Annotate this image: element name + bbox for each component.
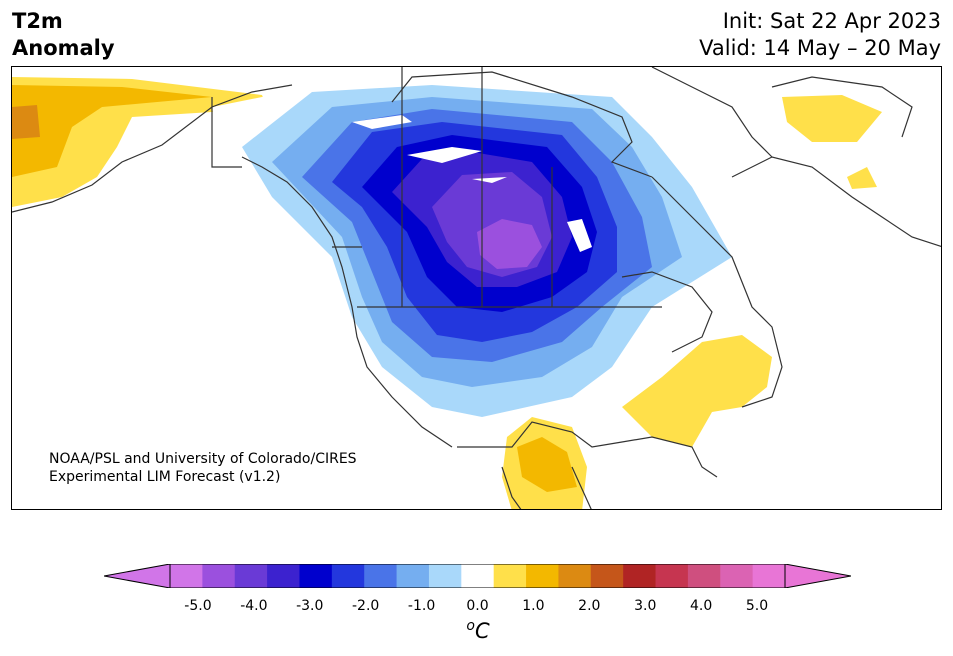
colorbar-tick-label: 4.0 <box>689 598 713 614</box>
colorbar-segment <box>461 564 495 588</box>
lake <box>472 177 507 183</box>
coastlines <box>12 67 941 509</box>
colorbar-segment <box>558 564 592 588</box>
colorbar-segment <box>364 564 398 588</box>
colorbar-segment <box>752 564 786 588</box>
colorbar <box>104 564 851 588</box>
credit: NOAA/PSL and University of Colorado/CIRE… <box>49 450 357 486</box>
cold-anomaly-core <box>477 219 542 269</box>
colorbar-tick-label: 3.0 <box>634 598 657 614</box>
colorbar-segment <box>493 564 527 588</box>
colorbar-segment <box>299 564 333 588</box>
colorbar-over-arrow <box>784 564 851 588</box>
credit-line1: NOAA/PSL and University of Colorado/CIRE… <box>49 451 357 467</box>
map-title: T2m Anomaly <box>12 8 115 62</box>
colorbar-segment <box>202 564 236 588</box>
labrador-warm <box>847 167 877 189</box>
valid-dates: Valid: 14 May – 20 May <box>699 36 941 60</box>
colorbar-segment <box>428 564 462 588</box>
colorbar-segment <box>331 564 365 588</box>
colorbar-segment <box>623 564 657 588</box>
credit-line2: Experimental LIM Forecast (v1.2) <box>49 469 281 485</box>
colorbar-segment <box>687 564 721 588</box>
map-title-line1: T2m <box>12 9 63 33</box>
colorbar-segment <box>396 564 430 588</box>
colorbar-tick-label: -1.0 <box>407 598 436 614</box>
mexico-warm-inner <box>517 437 577 492</box>
unit-degree: o <box>466 618 475 634</box>
map-title-line2: Anomaly <box>12 36 115 60</box>
colorbar-tick-label: -3.0 <box>296 598 324 614</box>
colorbar-segment <box>526 564 559 588</box>
map-panel: NOAA/PSL and University of Colorado/CIRE… <box>11 66 942 510</box>
colorbar-segment <box>234 564 268 588</box>
colorbar-segment <box>170 564 203 588</box>
colorbar-segment <box>655 564 689 588</box>
unit-label: oC <box>466 618 489 643</box>
colorbar-tick-label: 1.0 <box>522 598 545 614</box>
colorbar-tick-label: 2.0 <box>578 598 601 614</box>
forecast-dates: Init: Sat 22 Apr 2023 Valid: 14 May – 20… <box>699 8 941 62</box>
lake <box>407 147 482 163</box>
lake <box>567 219 592 252</box>
colorbar-tick-label: 0.0 <box>466 598 489 614</box>
colorbar-tick-label: -2.0 <box>352 598 380 614</box>
anomaly-map <box>12 67 941 509</box>
init-date: Init: Sat 22 Apr 2023 <box>722 9 941 33</box>
alaska-warm-mid <box>12 85 212 177</box>
greenland-warm <box>782 95 882 142</box>
colorbar-under-arrow <box>104 564 171 588</box>
alaska-warm-core <box>12 105 40 139</box>
colorbar-tick-label: -4.0 <box>240 598 268 614</box>
colorbar-segment <box>720 564 754 588</box>
southeast-warm <box>622 335 772 447</box>
unit-text: C <box>474 619 490 643</box>
colorbar-segment <box>267 564 300 588</box>
lake <box>352 115 412 129</box>
colorbar-tick-label: -5.0 <box>184 598 212 614</box>
colorbar-frame <box>169 564 786 588</box>
colorbar-tick-label: 5.0 <box>745 598 769 614</box>
colorbar-segment <box>590 564 624 588</box>
